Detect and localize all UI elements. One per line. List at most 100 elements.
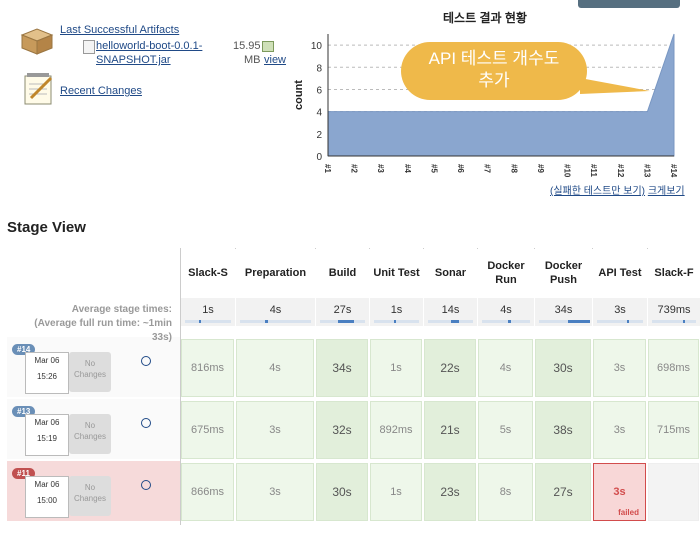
last-successful-artifacts-link[interactable]: Last Successful Artifacts bbox=[60, 24, 180, 36]
stage-cell[interactable]: 22s bbox=[424, 339, 476, 397]
x-tick-label: #1 bbox=[323, 164, 332, 173]
artifact-file-link-line2[interactable]: SNAPSHOT.jar bbox=[96, 54, 171, 66]
build-changes: No Changes bbox=[69, 414, 111, 454]
stage-header[interactable]: Sonar bbox=[424, 248, 477, 298]
stage-cell[interactable]: 8s bbox=[478, 463, 533, 521]
stage-header[interactable]: Slack-F bbox=[648, 248, 700, 298]
stage-cell[interactable]: 5s bbox=[478, 401, 533, 459]
stage-avg-time: 14s bbox=[441, 304, 460, 316]
test-result-chart[interactable]: 0 2 4 6 8 10 #1 #2 #3 #4 #5 #6 #7 #8 #9 #10 #11 #12 #13 #14… bbox=[290, 28, 690, 183]
recent-changes-link[interactable]: Recent Changes bbox=[60, 85, 142, 97]
build-number-badge[interactable]: #14 bbox=[12, 344, 36, 355]
stage-avg-cell: 27s bbox=[316, 298, 369, 326]
stage-cell[interactable]: 816ms bbox=[181, 339, 234, 397]
build-changes: No Changes bbox=[69, 352, 111, 392]
x-tick-label: #13 bbox=[642, 164, 651, 178]
enlarge-link[interactable]: 크게보기 bbox=[647, 186, 685, 197]
stage-cell[interactable]: 3s bbox=[236, 401, 314, 459]
stage-duration: 698ms bbox=[656, 362, 691, 374]
y-tick-label: 8 bbox=[316, 63, 322, 74]
stage-header[interactable]: Docker Push bbox=[535, 248, 592, 298]
stage-cell[interactable]: 1s bbox=[370, 463, 422, 521]
build-info-icon[interactable] bbox=[141, 418, 151, 428]
stage-cell[interactable]: 21s bbox=[424, 401, 476, 459]
stage-duration: 3s bbox=[269, 486, 281, 498]
stage-avg-bar bbox=[482, 320, 530, 323]
artifact-file-link-line1[interactable]: helloworld-boot-0.0.1- bbox=[96, 40, 203, 52]
file-icon bbox=[83, 40, 95, 54]
stage-header[interactable]: Preparation bbox=[236, 248, 315, 298]
notepad-icon bbox=[21, 72, 55, 111]
y-axis-label: count bbox=[293, 80, 305, 110]
fingerprint-icon[interactable] bbox=[262, 41, 274, 52]
stage-duration: 23s bbox=[440, 485, 460, 499]
top-action-button[interactable] bbox=[578, 0, 680, 8]
stage-cell-failed[interactable]: 3s failed bbox=[593, 463, 646, 521]
stage-avg-cell: 1s bbox=[181, 298, 235, 326]
x-tick-label: #10 bbox=[563, 164, 572, 178]
stage-cell[interactable] bbox=[648, 463, 699, 521]
stage-cell[interactable]: 698ms bbox=[648, 339, 699, 397]
stage-cell[interactable]: 715ms bbox=[648, 401, 699, 459]
build-changes: No Changes bbox=[69, 476, 111, 516]
callout-line1: API 테스트 개수도 bbox=[428, 49, 560, 68]
stage-duration: 5s bbox=[499, 424, 512, 436]
stage-duration: 3s bbox=[613, 424, 626, 436]
stage-view-title: Stage View bbox=[7, 219, 86, 236]
stage-avg-cell: 4s bbox=[236, 298, 315, 326]
stage-avg-bar bbox=[320, 320, 365, 323]
y-tick-label: 2 bbox=[316, 130, 322, 141]
stage-avg-bar-fill bbox=[338, 320, 354, 323]
stage-cell[interactable]: 30s bbox=[316, 463, 368, 521]
stage-header[interactable]: Build bbox=[316, 248, 369, 298]
stage-avg-time: 1s bbox=[202, 304, 214, 316]
build-info-icon[interactable] bbox=[141, 480, 151, 490]
average-stage-times-label: Average stage times: (Average full run t… bbox=[0, 303, 172, 345]
stage-duration: 27s bbox=[553, 485, 573, 499]
build-date-box: Mar 06 15:00 bbox=[25, 476, 69, 518]
stage-cell[interactable]: 3s bbox=[593, 401, 646, 459]
stage-cell[interactable]: 32s bbox=[316, 401, 368, 459]
stage-avg-cell: 14s bbox=[424, 298, 477, 326]
stage-avg-bar-fill bbox=[626, 320, 629, 323]
stage-duration: 1s bbox=[390, 486, 402, 498]
build-time: 15:26 bbox=[36, 372, 58, 381]
stage-cell[interactable]: 3s bbox=[236, 463, 314, 521]
stage-cell[interactable]: 4s bbox=[236, 339, 314, 397]
x-tick-label: #9 bbox=[536, 164, 545, 173]
stage-avg-bar bbox=[185, 320, 231, 323]
stage-cell[interactable]: 866ms bbox=[181, 463, 234, 521]
build-number-badge[interactable]: #13 bbox=[12, 406, 36, 417]
x-tick-label: #8 bbox=[509, 164, 518, 173]
stage-header[interactable]: Unit Test bbox=[370, 248, 423, 298]
artifact-view-link[interactable]: view bbox=[264, 54, 287, 66]
stage-cell[interactable]: 23s bbox=[424, 463, 476, 521]
build-info-icon[interactable] bbox=[141, 356, 151, 366]
stage-cell[interactable]: 27s bbox=[535, 463, 591, 521]
annotation-callout: API 테스트 개수도 추가 bbox=[401, 42, 587, 100]
build-number-badge[interactable]: #11 bbox=[12, 468, 35, 479]
stage-cell[interactable]: 34s bbox=[316, 339, 368, 397]
stage-duration: 892ms bbox=[379, 424, 413, 436]
stage-avg-cell: 739ms bbox=[648, 298, 700, 326]
stage-cell[interactable]: 30s bbox=[535, 339, 591, 397]
chart-title: 테스트 결과 현황 bbox=[443, 11, 527, 25]
stage-duration: 4s bbox=[269, 362, 281, 374]
x-tick-label: #11 bbox=[589, 164, 598, 177]
stage-header[interactable]: API Test bbox=[593, 248, 647, 298]
stage-cell[interactable]: 3s bbox=[593, 339, 646, 397]
callout-line2: 추가 bbox=[478, 71, 510, 90]
stage-cell[interactable]: 4s bbox=[478, 339, 533, 397]
stage-cell[interactable]: 38s bbox=[535, 401, 591, 459]
stage-duration: 3s bbox=[613, 362, 626, 374]
stage-avg-bar-fill bbox=[682, 320, 685, 323]
stage-avg-time: 4s bbox=[269, 304, 282, 316]
x-tick-label: #4 bbox=[403, 164, 412, 173]
stage-cell[interactable]: 1s bbox=[370, 339, 422, 397]
stage-cell[interactable]: 675ms bbox=[181, 401, 234, 459]
y-tick-label: 0 bbox=[316, 152, 322, 163]
stage-header[interactable]: Slack-S bbox=[181, 248, 235, 298]
stage-cell[interactable]: 892ms bbox=[370, 401, 422, 459]
failed-only-link[interactable]: (실패한 테스트만 보기) bbox=[550, 186, 646, 197]
stage-header[interactable]: Docker Run bbox=[478, 248, 534, 298]
